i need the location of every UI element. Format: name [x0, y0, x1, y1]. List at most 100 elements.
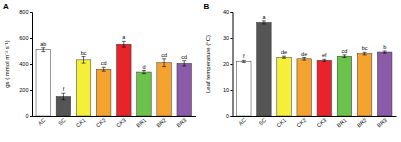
tick-mark [231, 12, 233, 13]
error-bar [122, 41, 126, 47]
tick: 0 [226, 113, 233, 119]
bar [96, 69, 110, 116]
tick-mark [231, 90, 233, 91]
tick-label: 40 [223, 9, 229, 15]
tick-label: AC [37, 117, 47, 127]
tick: CK3 [315, 116, 327, 128]
tick: CK2 [295, 116, 307, 128]
significance-letter: bc [362, 45, 368, 51]
bar [76, 60, 90, 116]
tick-label: 20 [223, 61, 229, 67]
error-bar [61, 93, 65, 100]
tick-label: BR2 [356, 117, 368, 128]
bar [36, 50, 50, 116]
tick: 40 [223, 9, 233, 15]
axis-title: Leaf temperature (°C) [205, 35, 211, 93]
tick: BR2 [155, 116, 167, 128]
significance-letter: a [262, 14, 266, 20]
significance-letter: ab [40, 41, 46, 47]
bar [157, 63, 171, 116]
error-bar [242, 60, 246, 62]
tick-label: SC [57, 117, 67, 127]
significance-letter: b [383, 44, 386, 50]
error-bar [262, 21, 266, 24]
tick-label: CK3 [315, 117, 327, 128]
significance-letter: f [243, 53, 245, 59]
axis-line [33, 116, 197, 117]
tick: BR1 [336, 116, 348, 128]
axis-line [231, 13, 234, 117]
panel: abfbccdadcdcd0200400600800ACSCCK1CK2CK3B… [19, 9, 196, 128]
y-axis: 0200400600800 [19, 9, 32, 119]
error-bar [302, 58, 306, 61]
error-bar [282, 56, 286, 58]
tick: 20 [223, 61, 233, 67]
tick-label: 0 [226, 113, 229, 119]
significance-letter: cd [181, 54, 187, 60]
error-bar [41, 48, 45, 52]
significance-letter: ef [322, 52, 327, 58]
significance-letter: de [281, 49, 287, 55]
bar [237, 61, 251, 116]
panel: f a de de ef cd bc b 0 10 20 30 40 AC SC CK1 CK2 CK3 BR1 BR… [223, 9, 397, 128]
y-axis: 0 10 20 30 40 [223, 9, 233, 119]
tick-label: CK1 [275, 117, 287, 128]
bar [277, 57, 291, 116]
error-bar [162, 59, 166, 67]
tick: 10 [223, 87, 233, 93]
tick: 600 [19, 35, 32, 41]
figure: abfbccdadcdcd0200400600800ACSCCK1CK2CK3B… [0, 0, 401, 142]
tick: BR1 [135, 116, 147, 128]
error-bar [363, 52, 367, 55]
tick-label: CK3 [115, 117, 127, 128]
significance-letter: a [122, 34, 126, 40]
tick-label: SC [257, 117, 267, 127]
tick: 200 [19, 87, 32, 93]
tick-label: 200 [19, 87, 28, 93]
bar [257, 22, 271, 116]
bar [317, 60, 331, 116]
error-bar [322, 59, 326, 61]
tick: BR2 [356, 116, 368, 128]
significance-letter: cd [342, 48, 348, 54]
tick-label: 400 [19, 61, 28, 67]
tick-mark [231, 64, 233, 65]
tick: 400 [19, 61, 32, 67]
x-axis: AC SC CK1 CK2 CK3 BR1 BR2 BR3 [233, 116, 397, 128]
significance-letter: d [142, 64, 145, 70]
tick-label: 10 [223, 87, 229, 93]
tick: SC [57, 116, 67, 126]
tick-mark [30, 38, 32, 39]
bar [177, 63, 191, 116]
tick: SC [257, 116, 267, 126]
significance-letter: de [301, 51, 307, 57]
error-bar [383, 51, 387, 53]
bar [377, 52, 391, 116]
panel-label: B [204, 2, 210, 11]
tick: CK3 [115, 116, 127, 128]
axis-line [30, 13, 33, 117]
error-bar [82, 57, 86, 64]
tick-label: 30 [223, 35, 229, 41]
bar [117, 44, 131, 116]
tick-mark [30, 116, 32, 117]
marks [237, 21, 392, 116]
tick-mark [30, 12, 32, 13]
tick-label: BR3 [376, 117, 388, 128]
tick-label: AC [237, 117, 247, 127]
tick: BR3 [175, 116, 187, 128]
error-bar [182, 61, 186, 66]
tick-label: BR1 [336, 117, 348, 128]
marks [36, 41, 191, 116]
tick-label: BR3 [175, 117, 187, 128]
significance-letter: bc [81, 50, 87, 56]
tick: CK1 [75, 116, 87, 128]
tick-mark [30, 64, 32, 65]
tick-mark [30, 90, 32, 91]
panel-label: A [3, 2, 9, 11]
tick-label: 800 [19, 9, 28, 15]
tick: AC [237, 116, 247, 126]
bar [337, 56, 351, 116]
tick-label: CK2 [95, 117, 107, 128]
tick: BR3 [376, 116, 388, 128]
